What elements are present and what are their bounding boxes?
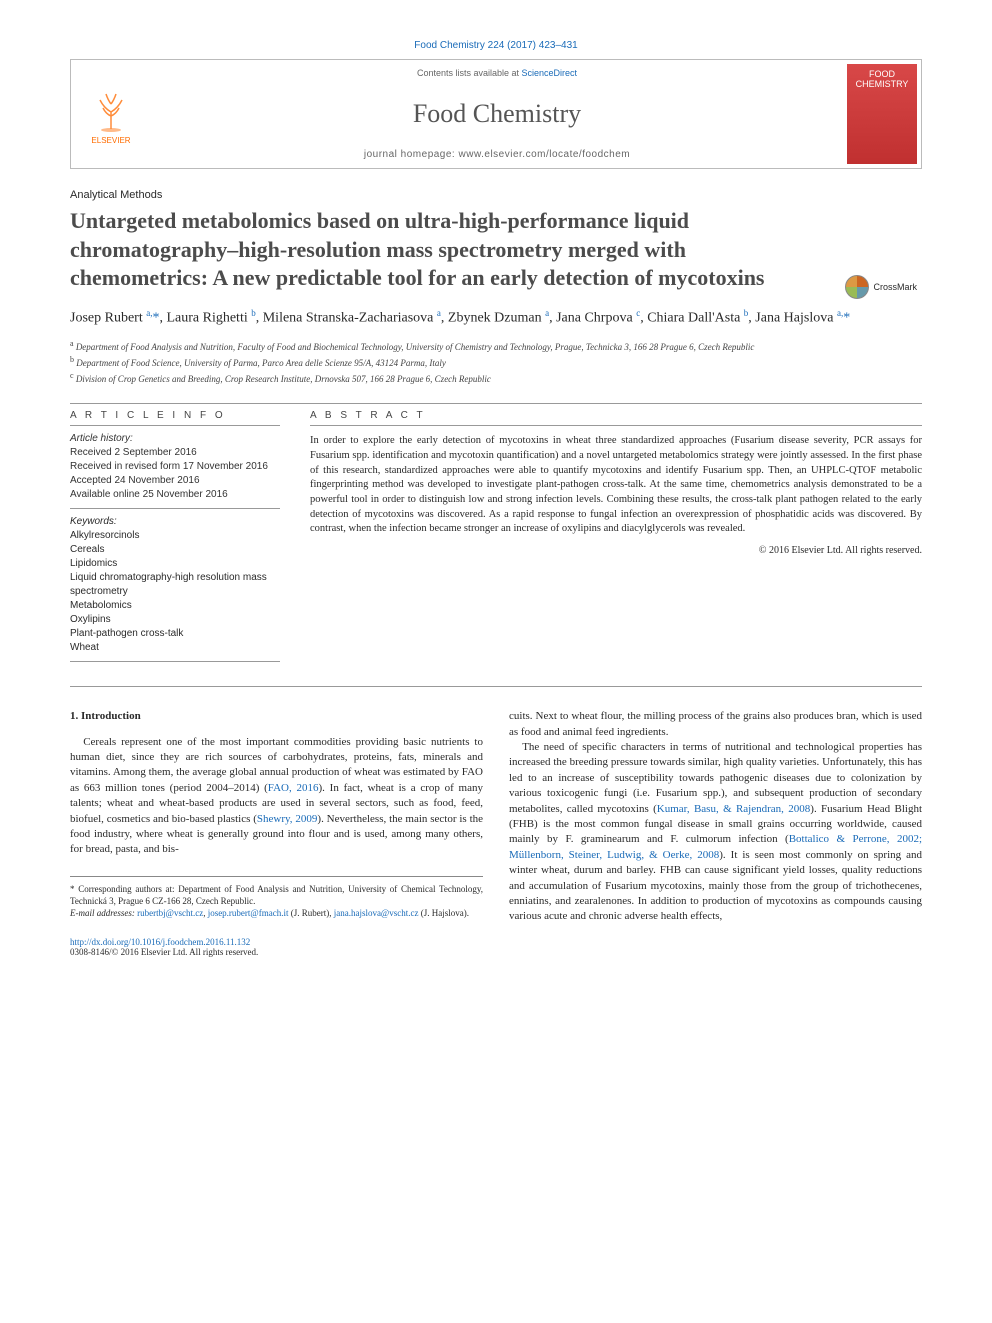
elsevier-logo: ELSEVIER (71, 60, 151, 168)
keyword-item: Plant-pathogen cross-talk (70, 627, 280, 641)
contents-prefix: Contents lists available at (417, 68, 522, 78)
affiliation-b: b Department of Food Science, University… (70, 354, 922, 370)
affiliations: a Department of Food Analysis and Nutrit… (70, 338, 922, 385)
body-paragraph: The need of specific characters in terms… (509, 740, 922, 925)
email-link[interactable]: rubertbj@vscht.cz (137, 908, 203, 918)
corresponding-footer: * Corresponding authors at: Department o… (70, 876, 483, 919)
keyword-item: Metabolomics (70, 599, 280, 613)
abstract-column: A B S T R A C T In order to explore the … (310, 404, 922, 662)
ref-link[interactable]: Kumar, Basu, & Rajendran, 2008 (657, 803, 811, 815)
body-column-left: 1. Introduction Cereals represent one of… (70, 709, 483, 924)
body-paragraph: cuits. Next to wheat flour, the milling … (509, 709, 922, 740)
ref-link[interactable]: FAO, 2016 (268, 782, 319, 794)
abstract-heading: A B S T R A C T (310, 404, 922, 425)
section-label: Analytical Methods (70, 189, 922, 201)
affiliation-c: c Division of Crop Genetics and Breeding… (70, 370, 922, 386)
email-link[interactable]: josep.rubert@fmach.it (208, 908, 289, 918)
body-column-right: cuits. Next to wheat flour, the milling … (509, 709, 922, 924)
keywords-block: Keywords: AlkylresorcinolsCerealsLipidom… (70, 509, 280, 662)
contents-line: Contents lists available at ScienceDirec… (417, 68, 577, 78)
affiliation-a: a Department of Food Analysis and Nutrit… (70, 338, 922, 354)
elsevier-tree-icon (86, 84, 136, 134)
keyword-item: Wheat (70, 641, 280, 655)
corresponding-note: * Corresponding authors at: Department o… (70, 883, 483, 907)
received-date: Received 2 September 2016 (70, 446, 280, 460)
article-info-column: A R T I C L E I N F O Article history: R… (70, 404, 280, 662)
keyword-item: Alkylresorcinols (70, 529, 280, 543)
doi-footer: http://dx.doi.org/10.1016/j.foodchem.201… (70, 937, 922, 957)
crossmark-label: CrossMark (873, 282, 917, 292)
revised-date: Received in revised form 17 November 201… (70, 460, 280, 474)
divider (70, 686, 922, 687)
crossmark-icon (845, 275, 869, 299)
keyword-item: Oxylipins (70, 613, 280, 627)
article-title: Untargeted metabolomics based on ultra-h… (70, 207, 922, 293)
journal-name: Food Chemistry (413, 99, 581, 129)
authors-list: Josep Rubert a,*, Laura Righetti b, Mile… (70, 307, 922, 329)
ref-link[interactable]: Shewry, 2009 (257, 813, 318, 825)
citation-line: Food Chemistry 224 (2017) 423–431 (70, 40, 922, 51)
body-paragraph: Cereals represent one of the most import… (70, 735, 483, 858)
homepage-line: journal homepage: www.elsevier.com/locat… (364, 149, 630, 160)
accepted-date: Accepted 24 November 2016 (70, 474, 280, 488)
elsevier-label: ELSEVIER (91, 136, 130, 145)
crossmark-badge[interactable]: CrossMark (845, 275, 917, 299)
abstract-body: In order to explore the early detection … (310, 425, 922, 537)
keyword-item: Cereals (70, 543, 280, 557)
sciencedirect-link[interactable]: ScienceDirect (522, 68, 578, 78)
issn-copyright: 0308-8146/© 2016 Elsevier Ltd. All right… (70, 947, 922, 957)
journal-cover-thumbnail: FOOD CHEMISTRY (847, 64, 917, 164)
article-history-block: Article history: Received 2 September 20… (70, 425, 280, 509)
body-text: 1. Introduction Cereals represent one of… (70, 709, 922, 924)
email-link[interactable]: jana.hajslova@vscht.cz (334, 908, 419, 918)
online-date: Available online 25 November 2016 (70, 488, 280, 502)
journal-header: ELSEVIER Contents lists available at Sci… (70, 59, 922, 169)
email-label: E-mail addresses: (70, 908, 135, 918)
email-line: E-mail addresses: rubertbj@vscht.cz, jos… (70, 907, 483, 919)
keyword-item: Lipidomics (70, 557, 280, 571)
doi-link[interactable]: http://dx.doi.org/10.1016/j.foodchem.201… (70, 937, 250, 947)
history-label: Article history: (70, 432, 280, 446)
article-info-heading: A R T I C L E I N F O (70, 404, 280, 425)
introduction-heading: 1. Introduction (70, 709, 483, 724)
abstract-copyright: © 2016 Elsevier Ltd. All rights reserved… (310, 545, 922, 556)
homepage-url[interactable]: www.elsevier.com/locate/foodchem (459, 149, 631, 160)
homepage-prefix: journal homepage: (364, 149, 459, 160)
keywords-label: Keywords: (70, 515, 280, 529)
keyword-item: Liquid chromatography-high resolution ma… (70, 571, 280, 599)
cover-title-2: CHEMISTRY (856, 80, 909, 90)
